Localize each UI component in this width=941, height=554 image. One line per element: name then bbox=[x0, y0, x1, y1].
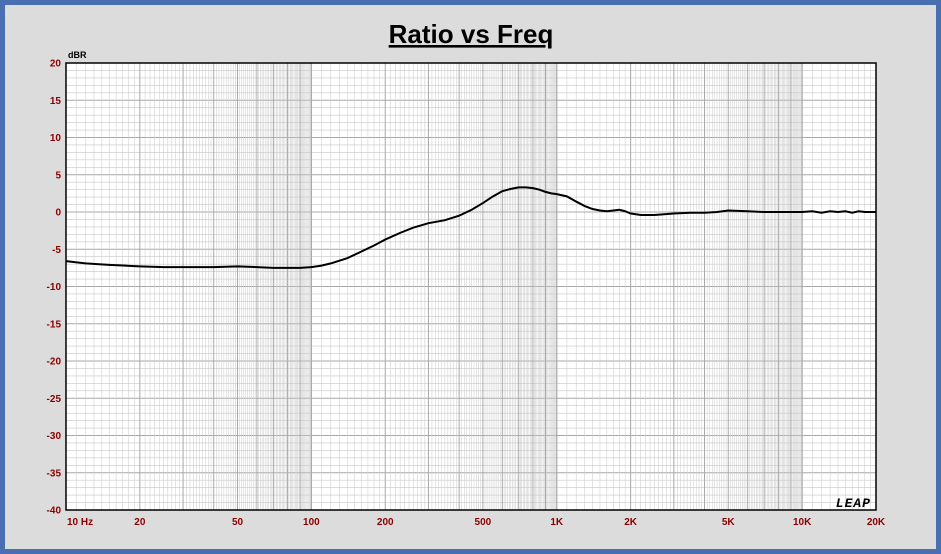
y-tick-label: 10 bbox=[50, 133, 62, 144]
y-tick-label: 20 bbox=[50, 59, 62, 70]
y-tick-label: -15 bbox=[47, 319, 62, 330]
y-tick-label: -40 bbox=[47, 506, 62, 517]
y-tick-label: 0 bbox=[55, 208, 61, 219]
y-tick-labels: 20 15 10 5 0 -5 -10 -15 -20 -25 -30 -35 -40 bbox=[47, 59, 62, 517]
y-tick-label: -30 bbox=[47, 431, 62, 442]
grid-lines bbox=[66, 63, 876, 510]
x-tick-label: 100 bbox=[303, 517, 320, 528]
ratio-series-line bbox=[65, 186, 876, 269]
x-tick-label: 10K bbox=[793, 517, 812, 528]
x-tick-labels: 10 Hz 20 50 100 200 500 1K 2K 5K 10K 20K bbox=[67, 517, 886, 528]
y-axis-unit-label: dBR bbox=[68, 50, 87, 60]
x-tick-label: 20K bbox=[867, 517, 886, 528]
y-tick-label: -10 bbox=[47, 282, 62, 293]
leap-watermark: LEAP bbox=[836, 496, 871, 511]
x-tick-label: 500 bbox=[475, 517, 492, 528]
y-tick-label: -35 bbox=[47, 468, 62, 479]
x-tick-label: 5K bbox=[722, 517, 736, 528]
x-tick-label: 20 bbox=[134, 517, 146, 528]
x-tick-label: 1K bbox=[550, 517, 564, 528]
chart-title: Ratio vs Freq bbox=[389, 19, 554, 49]
y-tick-label: -25 bbox=[47, 394, 62, 405]
x-tick-label: 200 bbox=[377, 517, 394, 528]
y-tick-label: 5 bbox=[55, 170, 61, 181]
x-tick-label: 2K bbox=[624, 517, 638, 528]
chart-panel: Ratio vs Freq dBR 20 15 10 5 0 -5 -10 -15 -20 -25… bbox=[5, 5, 936, 549]
y-tick-label: -20 bbox=[47, 357, 62, 368]
y-tick-label: -5 bbox=[52, 245, 61, 256]
ratio-vs-freq-chart: Ratio vs Freq dBR 20151050-5-10-15-20-25… bbox=[47, 19, 886, 528]
x-tick-label: 10 Hz bbox=[67, 517, 93, 528]
x-tick-label: 50 bbox=[232, 517, 244, 528]
plot-border bbox=[65, 62, 877, 511]
y-tick-label: 15 bbox=[50, 96, 62, 107]
